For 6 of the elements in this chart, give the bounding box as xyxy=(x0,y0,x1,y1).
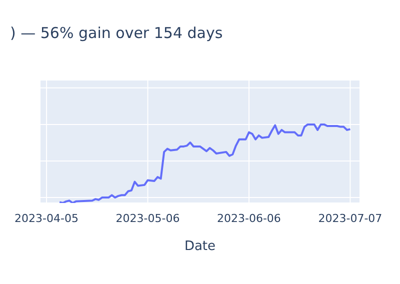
x-tick-label: 2023-06-06 xyxy=(217,212,281,225)
x-axis-title: Date xyxy=(184,239,216,254)
x-tick-label: 2023-05-06 xyxy=(116,212,180,225)
x-tick-label: 2023-07-07 xyxy=(318,212,382,225)
chart-title: ) — 56% gain over 154 days xyxy=(10,24,223,42)
x-tick-label: 2023-04-05 xyxy=(14,212,78,225)
